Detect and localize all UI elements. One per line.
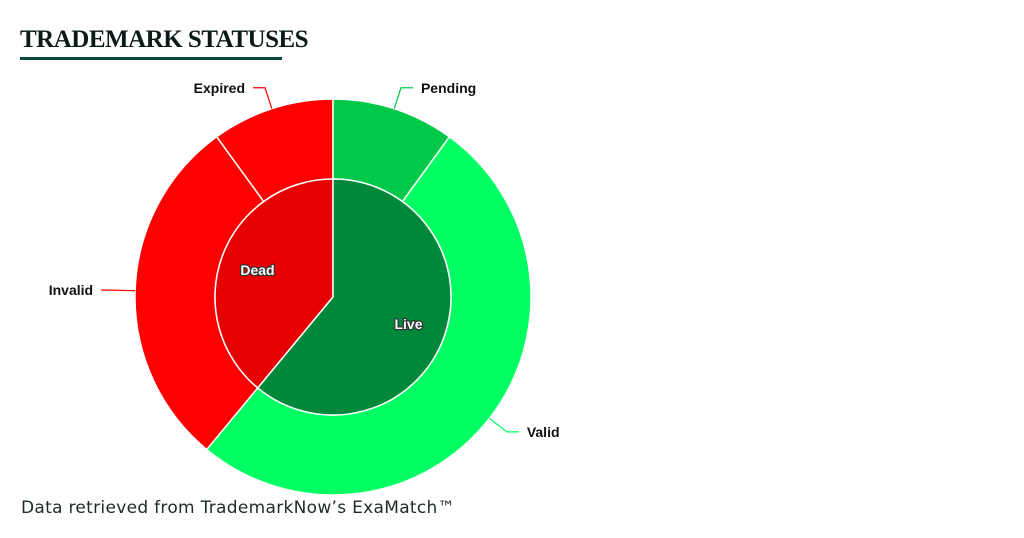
leader-line-pending: [393, 87, 413, 109]
outer-label-valid: Valid: [527, 424, 560, 440]
outer-label-expired: Expired: [194, 80, 245, 96]
outer-label-pending: Pending: [421, 80, 476, 96]
leader-line-valid: [489, 417, 519, 433]
inner-slice-dead[interactable]: [214, 178, 334, 389]
inner-label-dead: Dead: [240, 262, 274, 278]
chart-title: TRADEMARK STATUSES: [20, 26, 309, 53]
leader-line-expired: [253, 87, 273, 109]
title-underline: [20, 57, 282, 60]
outer-labels: Expired Invalid Valid Pending: [49, 80, 560, 440]
leader-line-invalid: [101, 289, 136, 292]
inner-ring: [214, 178, 452, 416]
outer-ring: [134, 98, 532, 496]
data-source-note: Data retrieved from TrademarkNow’s ExaMa…: [21, 498, 455, 518]
inner-label-live: Live: [394, 316, 422, 332]
outer-label-invalid: Invalid: [49, 282, 93, 298]
inner-slice-live[interactable]: [256, 178, 452, 416]
inner-labels: Dead Live: [239, 261, 424, 334]
